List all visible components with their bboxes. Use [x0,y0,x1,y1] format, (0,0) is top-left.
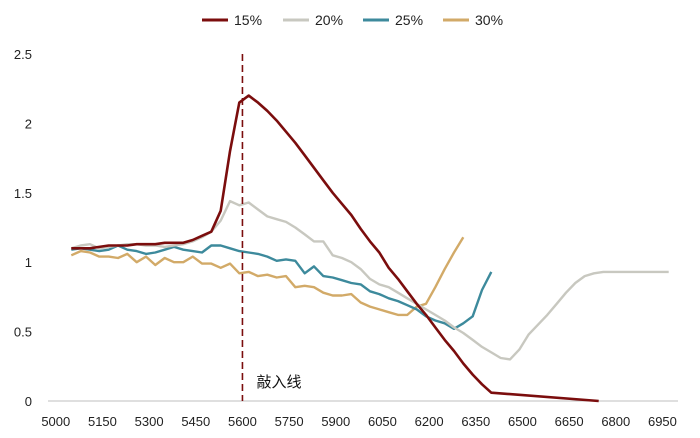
x-tick-label: 5150 [88,414,117,429]
legend-label-30: 30% [475,12,503,28]
x-tick-label: 6350 [461,414,490,429]
y-tick-label: 1 [25,255,32,270]
series-line-25 [71,244,493,330]
x-tick-label: 5900 [321,414,350,429]
series-line-15 [71,94,599,403]
x-tick-label: 5000 [41,414,70,429]
legend-label-20: 20% [315,12,343,28]
x-tick-label: 6800 [601,414,630,429]
x-tick-label: 5450 [181,414,210,429]
x-tick-label: 6950 [648,414,677,429]
y-tick-label: 2.5 [14,47,32,62]
x-tick-label: 6200 [415,414,444,429]
knock-in-label: 敲入线 [256,373,301,391]
y-tick-label: 0 [25,394,32,409]
y-tick-label: 0.5 [14,325,32,340]
x-tick-label: 6050 [368,414,397,429]
legend-label-25: 25% [395,12,423,28]
legend-label-15: 15% [234,12,262,28]
y-axis-ticks: 0 0.5 1 1.5 2 2.5 [14,47,32,409]
x-tick-label: 5600 [228,414,257,429]
y-tick-label: 2 [25,116,32,131]
x-tick-label: 6500 [508,414,537,429]
legend: 15% 20% 25% 30% [202,12,503,28]
x-tick-label: 5750 [275,414,304,429]
x-axis-ticks: 5000 5150 5300 5450 5600 5750 5900 6050 6200 6350… [41,414,677,429]
x-tick-label: 6650 [555,414,584,429]
y-tick-label: 1.5 [14,186,32,201]
x-tick-label: 5300 [135,414,164,429]
series-line-20 [70,199,669,361]
series-line-30 [70,236,465,317]
